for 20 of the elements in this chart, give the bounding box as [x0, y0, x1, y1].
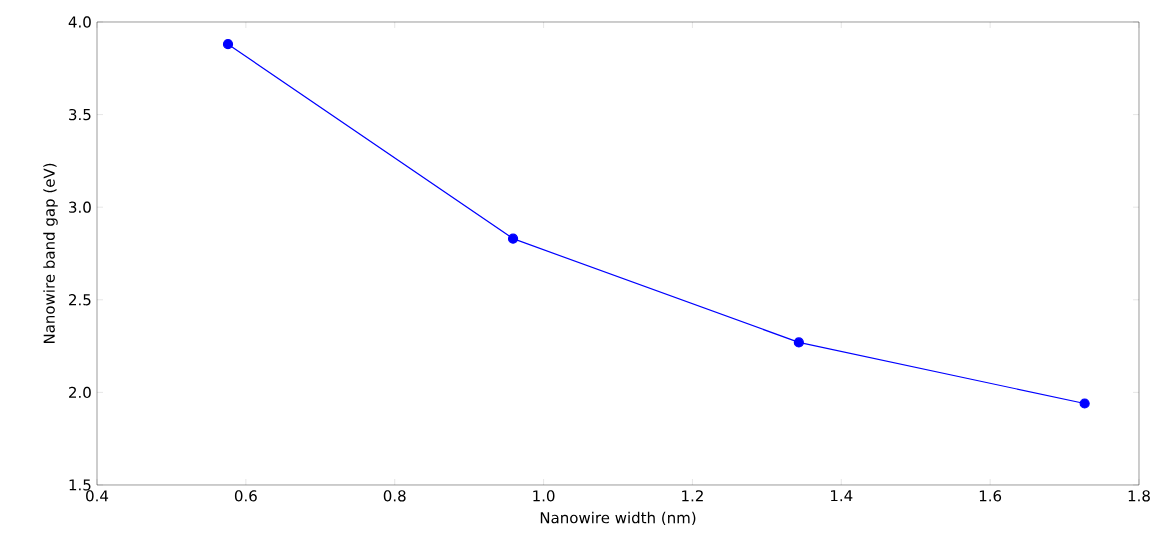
x-axis-title: Nanowire width (nm) — [540, 511, 696, 526]
point — [507, 233, 519, 244]
y-tick-label: 2.0 — [69, 386, 91, 399]
y-tick-label: 4.0 — [68, 16, 91, 28]
point — [222, 39, 234, 50]
x-tick-label: 1.6 — [979, 490, 1002, 502]
y-tick-label: 3.0 — [69, 201, 91, 213]
point — [1079, 398, 1090, 409]
y-tick-label: 3.5 — [69, 108, 91, 121]
x-tick-label: 0.6 — [234, 490, 257, 502]
y-axis-title: Nanowire band gap (eV) — [43, 163, 58, 344]
x-tick-label: 1.2 — [682, 490, 703, 502]
x-tick-label: 0.8 — [383, 490, 406, 502]
x-tick-label: 1.4 — [831, 490, 853, 502]
point — [793, 337, 804, 348]
y-tick-label: 2.5 — [69, 294, 91, 306]
x-tick-label: 0.4 — [86, 490, 109, 502]
x-tick-label: 1.0 — [533, 490, 555, 502]
x-tick-label: 1.8 — [1128, 490, 1150, 502]
y-tick-label: 1.5 — [69, 479, 91, 491]
